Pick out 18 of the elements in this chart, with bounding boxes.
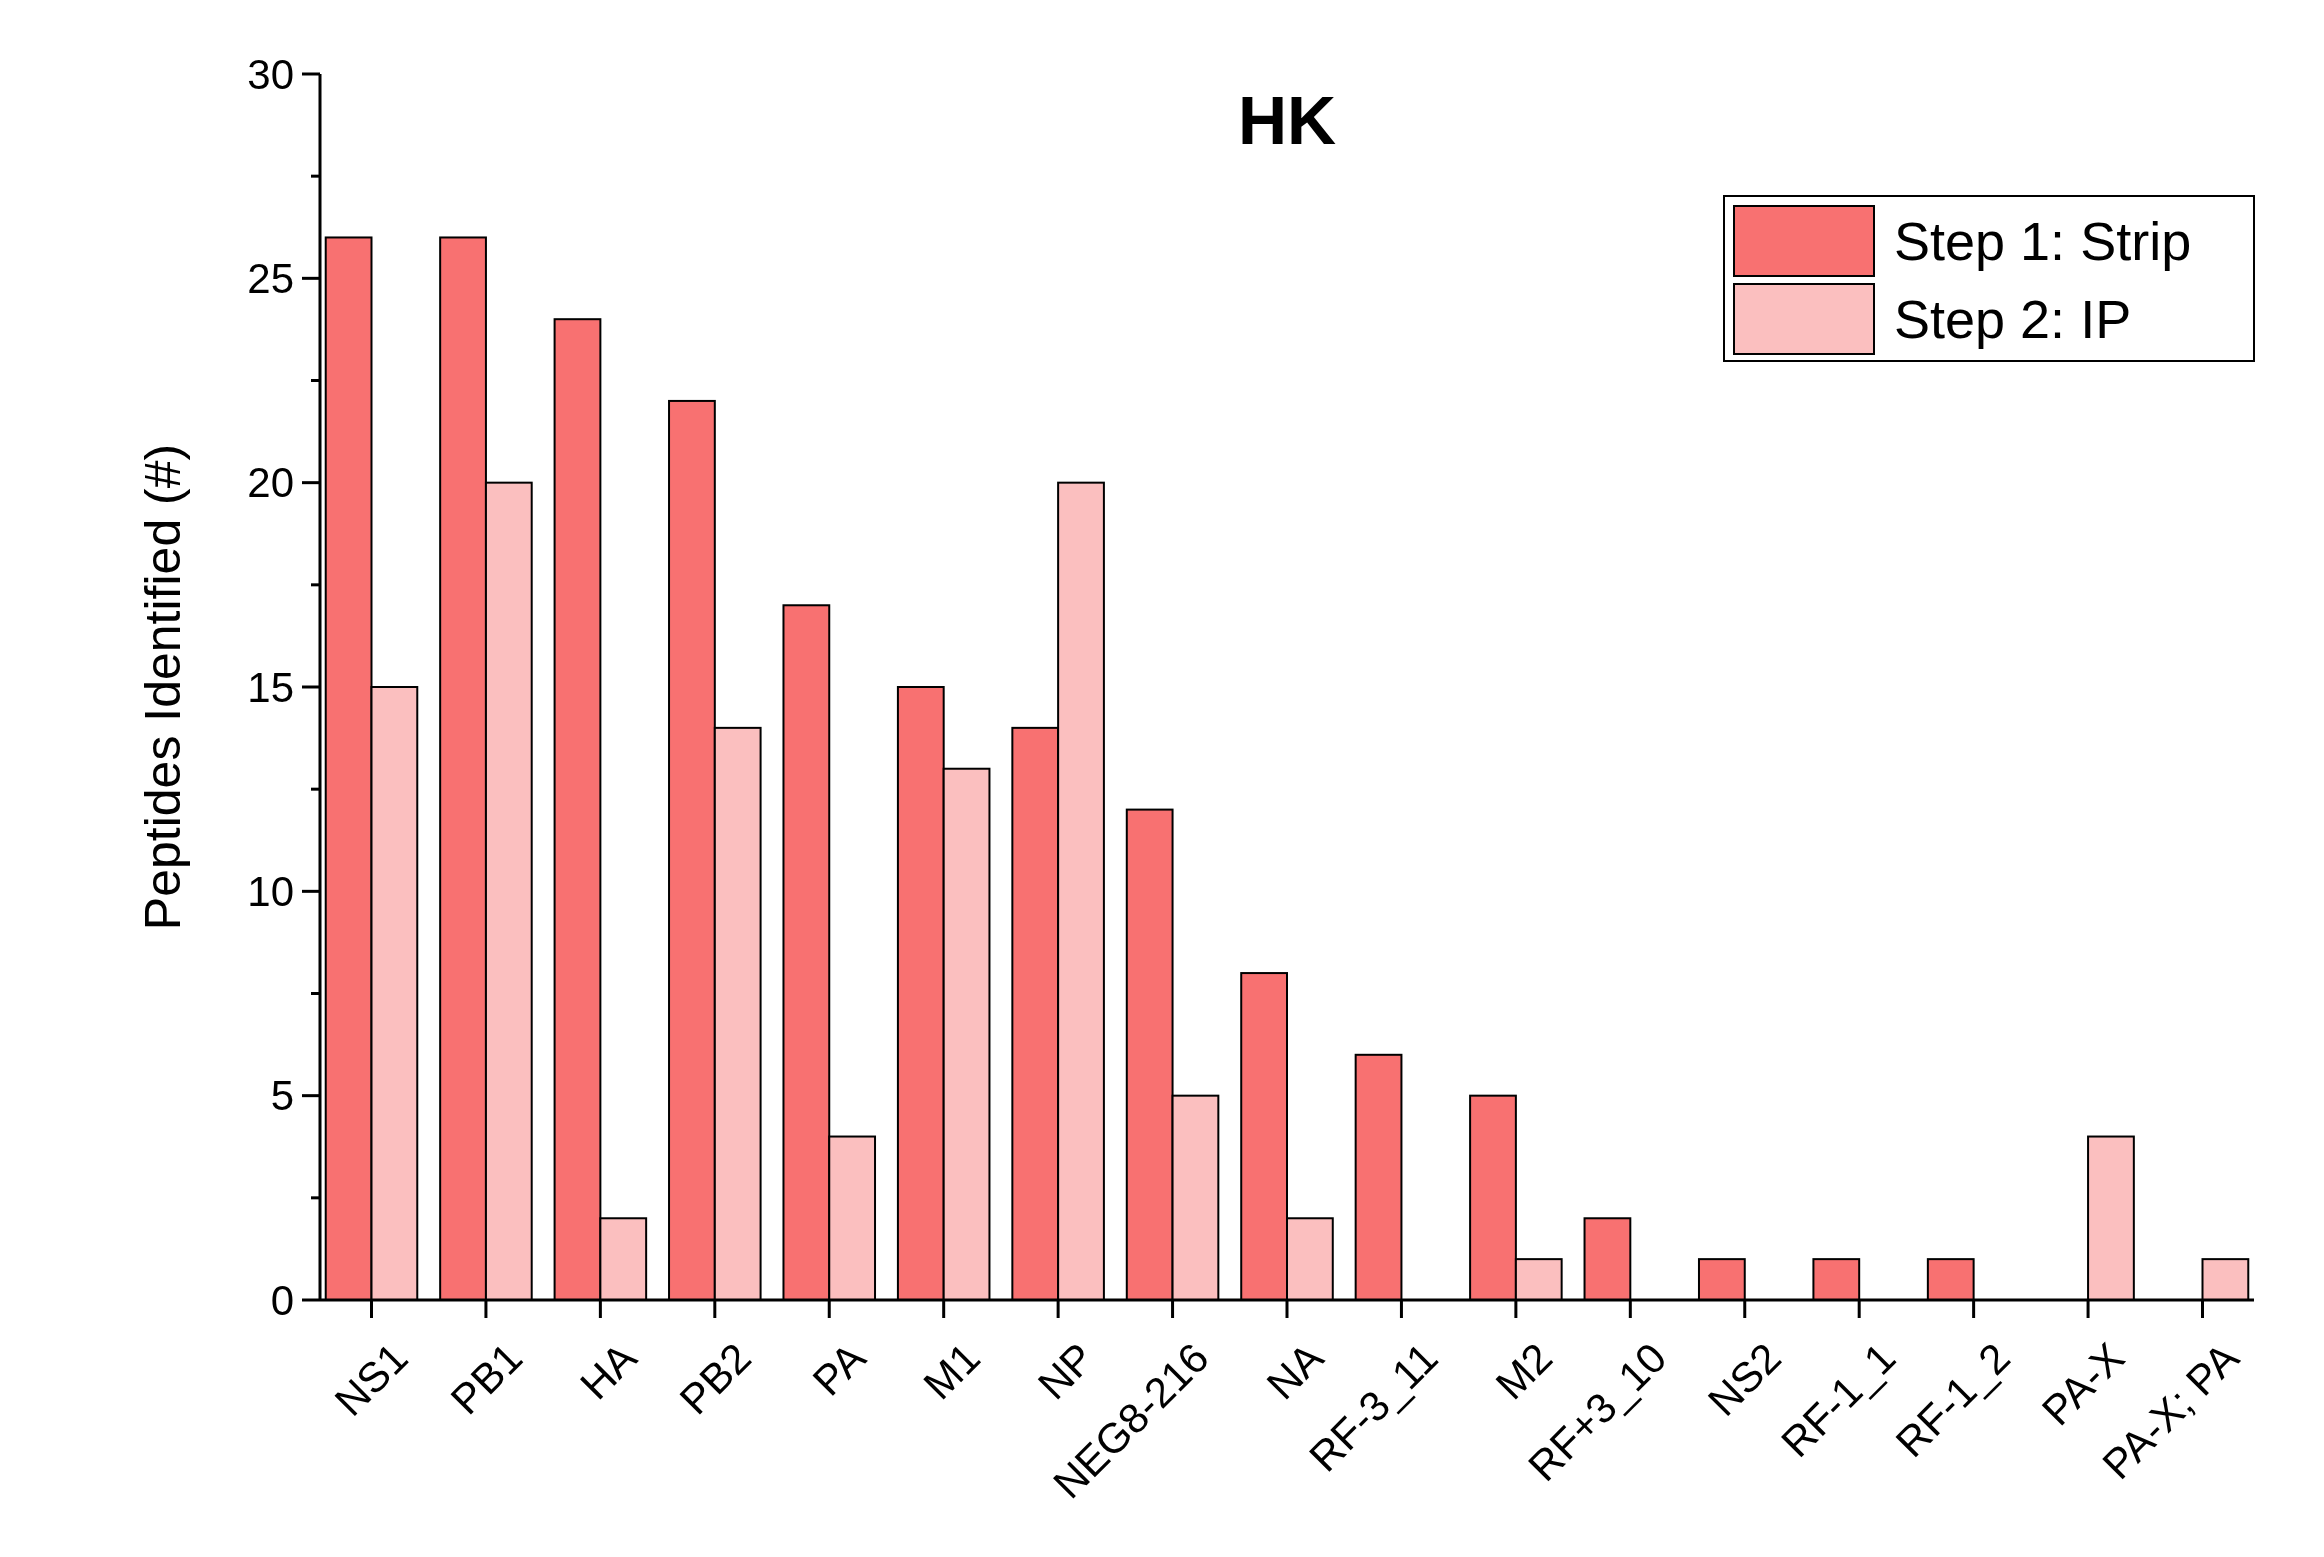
y-tick-label: 0 bbox=[270, 1276, 294, 1324]
x-tick-label: NS1 bbox=[325, 1333, 417, 1425]
x-tick-label: PA bbox=[803, 1333, 875, 1405]
y-tick-label: 25 bbox=[247, 255, 294, 303]
legend-label: Step 2: IP bbox=[1894, 288, 2132, 349]
legend-label: Step 1: Strip bbox=[1894, 210, 2192, 271]
x-tick-label: M1 bbox=[914, 1333, 989, 1409]
y-tick-label: 20 bbox=[247, 459, 294, 507]
y-axis-title: Peptides Identified (#) bbox=[135, 443, 191, 931]
x-tick-label: HA bbox=[571, 1333, 646, 1409]
y-tick-label: 10 bbox=[247, 868, 294, 916]
x-tick-label: PB2 bbox=[670, 1333, 760, 1424]
y-tick-label: 15 bbox=[247, 663, 294, 711]
chart-title: HK bbox=[1237, 82, 1337, 158]
x-tick-label: PB1 bbox=[441, 1333, 532, 1424]
y-tick-label: 5 bbox=[270, 1072, 294, 1120]
y-tick-label: 30 bbox=[247, 50, 294, 98]
x-tick-label: NS2 bbox=[1698, 1333, 1790, 1425]
